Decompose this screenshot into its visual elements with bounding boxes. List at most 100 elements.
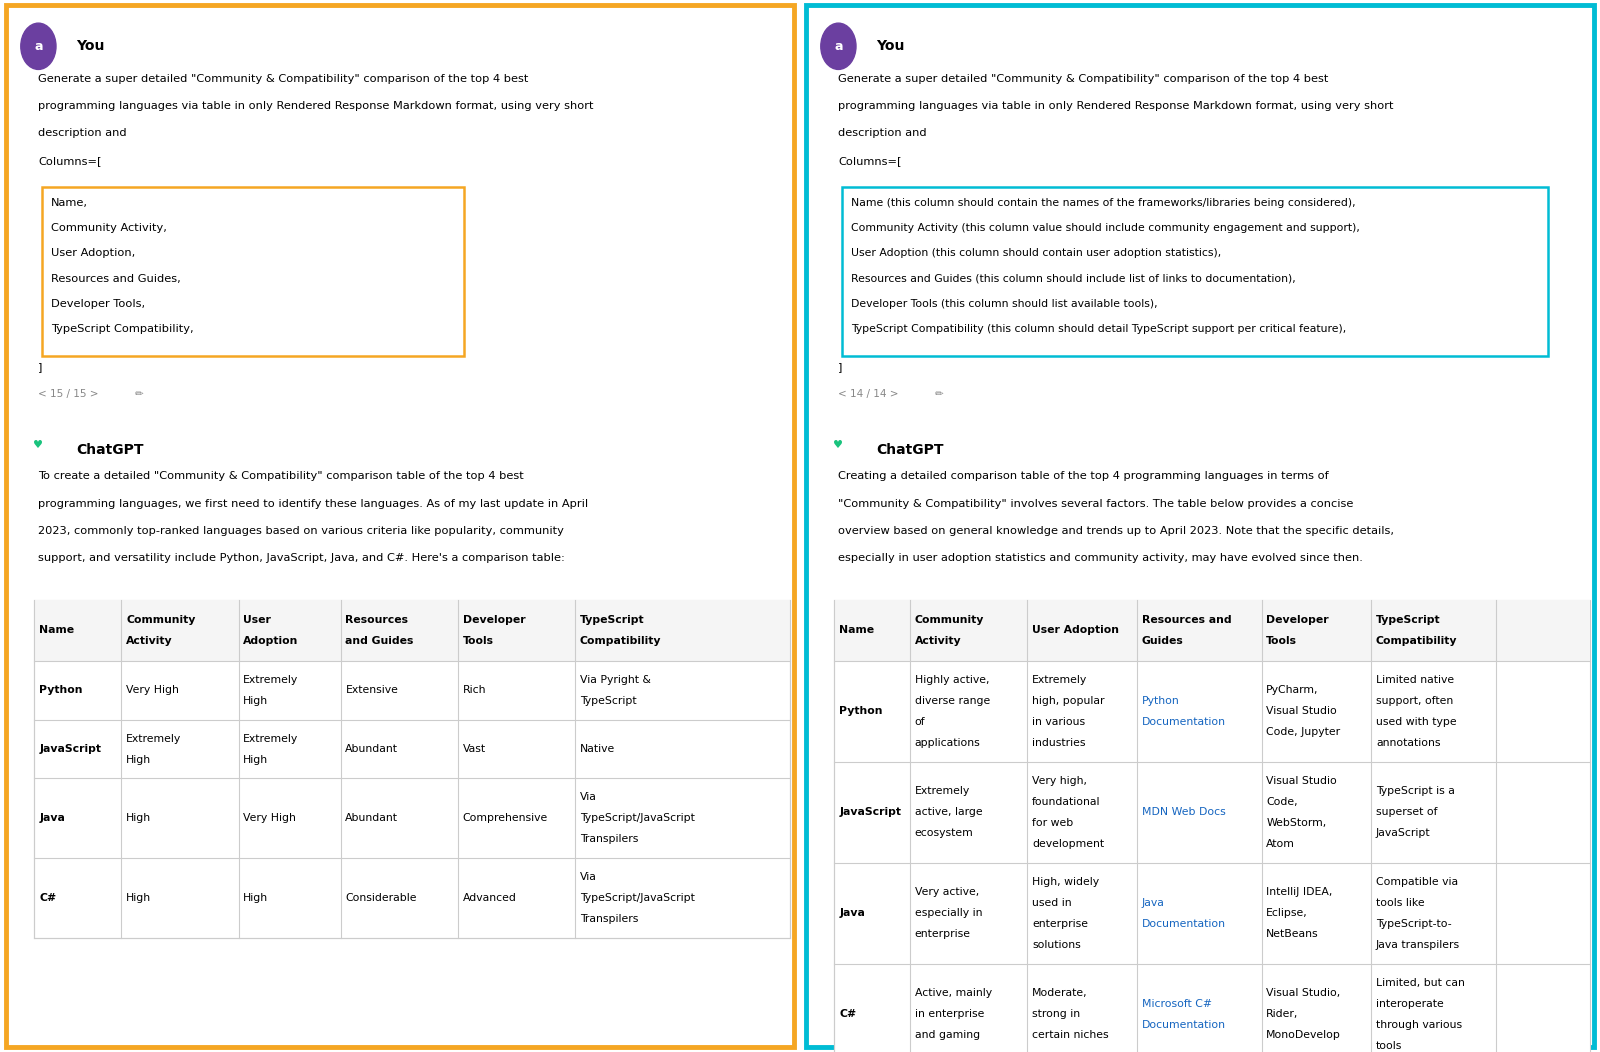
Text: enterprise: enterprise	[1032, 918, 1088, 929]
Text: Community: Community	[126, 614, 195, 625]
Text: Developer: Developer	[1266, 614, 1330, 625]
Bar	[35, 600, 790, 661]
Text: Very High: Very High	[243, 813, 296, 824]
Text: Python: Python	[38, 685, 83, 695]
Text: overview based on general knowledge and trends up to April 2023. Note that the s: overview based on general knowledge and …	[838, 526, 1395, 537]
Text: TypeScript: TypeScript	[579, 614, 645, 625]
Text: Comprehensive: Comprehensive	[462, 813, 547, 824]
Text: for web: for web	[1032, 817, 1074, 828]
Text: Rich: Rich	[462, 685, 486, 695]
Text: in enterprise: in enterprise	[915, 1009, 984, 1019]
Text: certain niches: certain niches	[1032, 1030, 1109, 1040]
Text: a: a	[834, 40, 843, 53]
Text: description and: description and	[38, 128, 126, 139]
Text: MDN Web Docs: MDN Web Docs	[1141, 807, 1226, 817]
Text: support, and versatility include Python, JavaScript, Java, and C#. Here's a comp: support, and versatility include Python,…	[38, 553, 565, 564]
Text: active, large: active, large	[915, 807, 982, 817]
Text: Transpilers: Transpilers	[579, 834, 638, 845]
Text: Extremely: Extremely	[243, 674, 299, 685]
Text: MonoDevelop: MonoDevelop	[1266, 1030, 1341, 1040]
Text: Community Activity,: Community Activity,	[51, 223, 166, 234]
Text: high, popular: high, popular	[1032, 695, 1104, 706]
Text: JavaScript: JavaScript	[1376, 828, 1430, 838]
Text: programming languages, we first need to identify these languages. As of my last : programming languages, we first need to …	[38, 499, 589, 509]
Text: Guides: Guides	[1141, 635, 1184, 646]
Text: Tools: Tools	[462, 635, 493, 646]
Text: used in: used in	[1032, 897, 1072, 908]
Text: TypeScript is a: TypeScript is a	[1376, 786, 1454, 796]
Circle shape	[21, 23, 56, 69]
Text: TypeScript Compatibility,: TypeScript Compatibility,	[51, 324, 194, 335]
Text: Community: Community	[915, 614, 984, 625]
Bar	[35, 600, 790, 938]
Text: WebStorm,: WebStorm,	[1266, 817, 1326, 828]
Text: programming languages via table in only Rendered Response Markdown format, using: programming languages via table in only …	[838, 101, 1394, 112]
Text: Abundant: Abundant	[346, 744, 398, 754]
Text: ChatGPT: ChatGPT	[77, 443, 144, 457]
Text: Active, mainly: Active, mainly	[915, 988, 992, 998]
Text: annotations: annotations	[1376, 737, 1440, 748]
Bar	[835, 600, 1590, 1052]
Text: Visual Studio,: Visual Studio,	[1266, 988, 1341, 998]
Text: Limited, but can: Limited, but can	[1376, 977, 1466, 988]
Text: and gaming: and gaming	[915, 1030, 979, 1040]
Text: TypeScript/JavaScript: TypeScript/JavaScript	[579, 813, 694, 824]
Text: High: High	[126, 813, 152, 824]
Text: Compatibility: Compatibility	[579, 635, 661, 646]
Text: 2023, commonly top-ranked languages based on various criteria like popularity, c: 2023, commonly top-ranked languages base…	[38, 526, 565, 537]
Text: Columns=[: Columns=[	[838, 156, 902, 166]
Text: Via: Via	[579, 872, 597, 883]
Text: of: of	[915, 716, 925, 727]
Text: ]: ]	[38, 362, 43, 372]
Text: Very high,: Very high,	[1032, 775, 1086, 786]
Text: ]: ]	[838, 362, 843, 372]
Text: used with type: used with type	[1376, 716, 1456, 727]
Text: Visual Studio: Visual Studio	[1266, 706, 1338, 716]
Text: in various: in various	[1032, 716, 1085, 727]
Text: Eclipse,: Eclipse,	[1266, 908, 1309, 918]
Text: High: High	[243, 695, 269, 706]
Text: JavaScript: JavaScript	[840, 807, 901, 817]
Text: Developer Tools,: Developer Tools,	[51, 299, 146, 309]
Text: Abundant: Abundant	[346, 813, 398, 824]
Text: Considerable: Considerable	[346, 893, 418, 904]
Text: Java transpilers: Java transpilers	[1376, 939, 1461, 950]
Text: description and: description and	[838, 128, 926, 139]
Text: Python: Python	[840, 706, 883, 716]
Text: Native: Native	[579, 744, 614, 754]
Text: support, often: support, often	[1376, 695, 1453, 706]
Text: TypeScript-to-: TypeScript-to-	[1376, 918, 1451, 929]
Text: < 15 / 15 >: < 15 / 15 >	[38, 389, 99, 400]
Text: tools: tools	[1376, 1040, 1402, 1051]
Text: Resources: Resources	[346, 614, 408, 625]
Text: Documentation: Documentation	[1141, 1019, 1226, 1030]
Text: Documentation: Documentation	[1141, 918, 1226, 929]
Text: especially in: especially in	[915, 908, 982, 918]
FancyBboxPatch shape	[806, 5, 1594, 1047]
Text: foundational: foundational	[1032, 796, 1101, 807]
Text: especially in user adoption statistics and community activity, may have evolved : especially in user adoption statistics a…	[838, 553, 1363, 564]
Circle shape	[21, 422, 56, 468]
Text: Resources and Guides (this column should include list of links to documentation): Resources and Guides (this column should…	[851, 274, 1296, 284]
Text: applications: applications	[915, 737, 981, 748]
Text: High: High	[243, 893, 269, 904]
Text: JavaScript: JavaScript	[38, 744, 101, 754]
Text: solutions: solutions	[1032, 939, 1080, 950]
Text: interoperate: interoperate	[1376, 998, 1443, 1009]
Text: Extremely: Extremely	[1032, 674, 1088, 685]
Text: Limited native: Limited native	[1376, 674, 1454, 685]
Text: Adoption: Adoption	[243, 635, 299, 646]
Text: Tools: Tools	[1266, 635, 1298, 646]
Text: a: a	[34, 40, 43, 53]
Text: Name,: Name,	[51, 198, 88, 208]
Text: TypeScript/JavaScript: TypeScript/JavaScript	[579, 893, 694, 904]
Text: ♥: ♥	[834, 440, 843, 450]
Text: Extensive: Extensive	[346, 685, 398, 695]
Text: ✏: ✏	[934, 389, 942, 400]
Text: Extremely: Extremely	[915, 786, 970, 796]
Text: Columns=[: Columns=[	[38, 156, 102, 166]
Text: Resources and: Resources and	[1141, 614, 1232, 625]
Text: tools like: tools like	[1376, 897, 1424, 908]
Text: Code, Jupyter: Code, Jupyter	[1266, 727, 1341, 737]
Text: High: High	[243, 754, 269, 765]
